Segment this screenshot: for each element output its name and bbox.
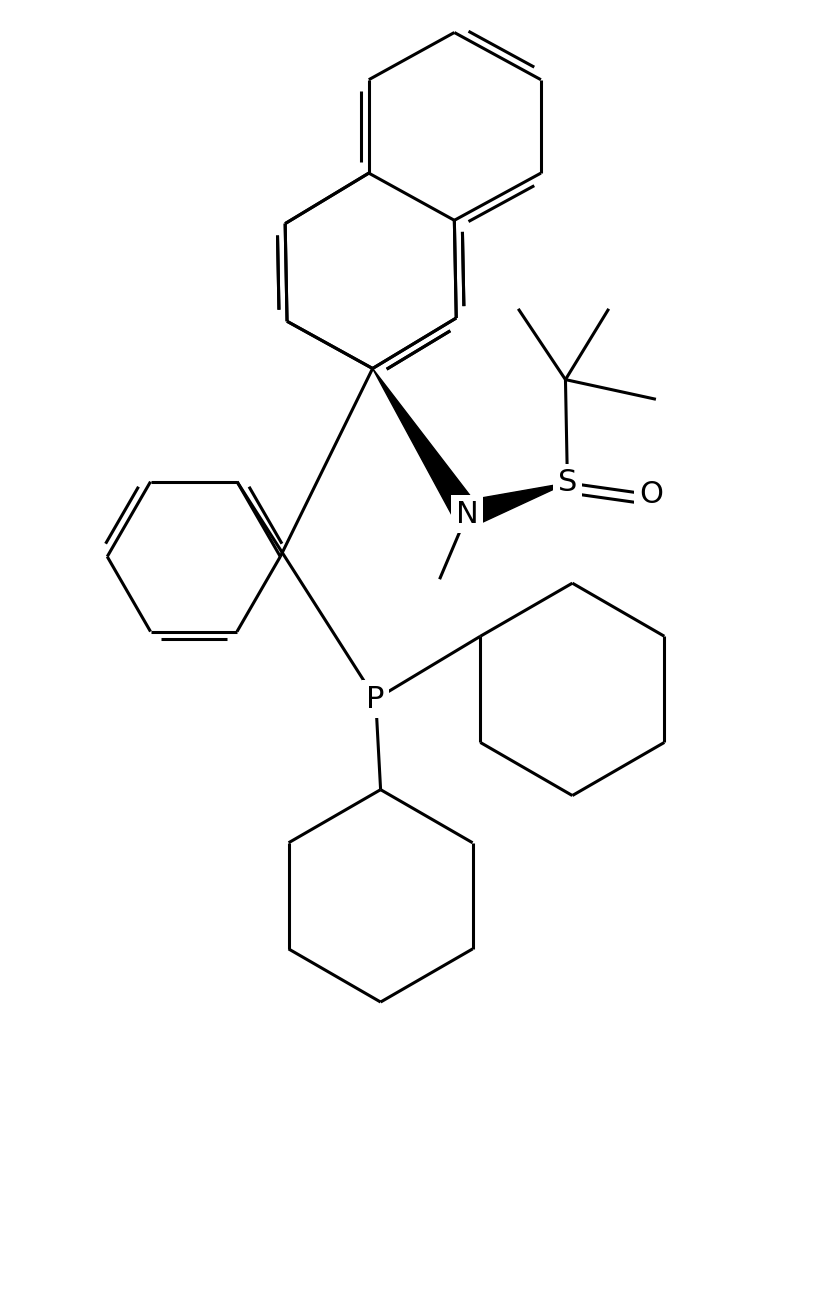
Text: P: P bbox=[367, 685, 385, 713]
Polygon shape bbox=[463, 483, 567, 527]
Text: N: N bbox=[456, 500, 478, 529]
Text: O: O bbox=[639, 480, 663, 509]
Text: S: S bbox=[557, 469, 577, 497]
Polygon shape bbox=[373, 368, 478, 522]
